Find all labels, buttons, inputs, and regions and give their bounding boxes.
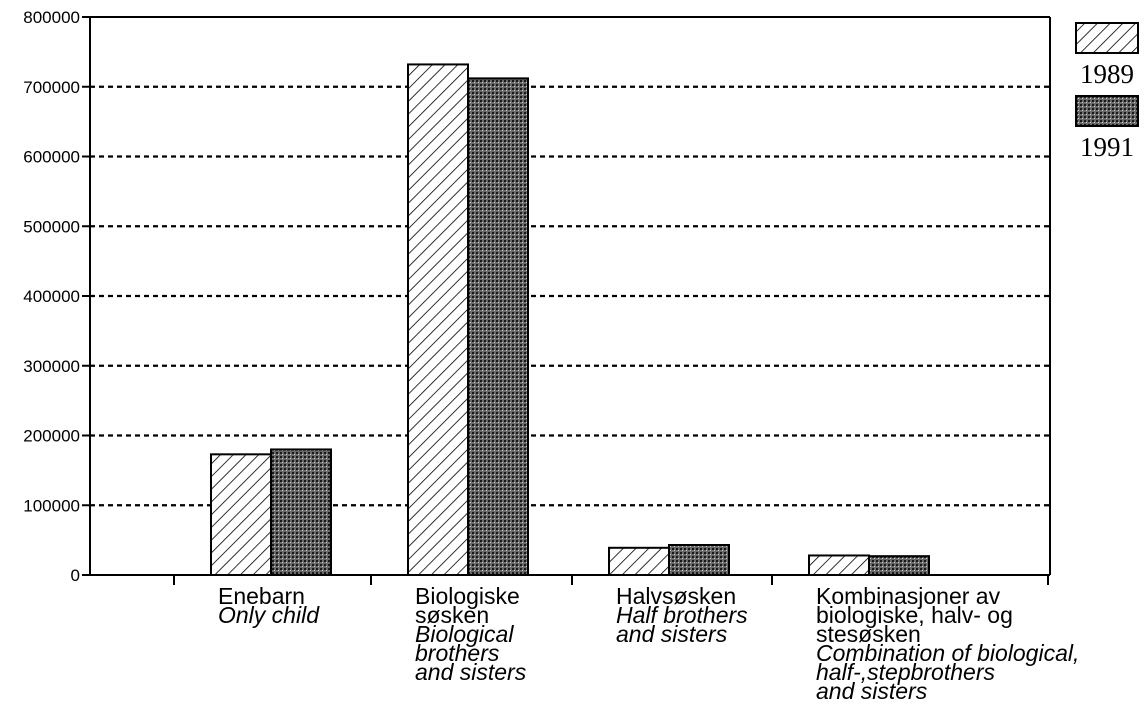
- y-tick-label: 100000: [23, 496, 80, 515]
- bar-1989: [608, 546, 670, 576]
- y-tick-label: 200000: [23, 427, 80, 446]
- category-label-no: Halvsøsken: [616, 583, 736, 609]
- bar-1989: [407, 63, 469, 577]
- category-label-en: Half brothers: [616, 602, 748, 628]
- category-label-en: and sisters: [415, 659, 527, 685]
- category-label-no: søsken: [415, 602, 489, 628]
- y-tick-label: 0: [71, 566, 80, 585]
- category-label-no: Biologiske: [415, 583, 520, 609]
- category-label-en: and sisters: [816, 678, 928, 704]
- category-label-en: brothers: [415, 640, 500, 666]
- y-tick-labels: 0 100000 200000 300000 400000 500000 600000 700…: [23, 8, 80, 585]
- category-label-en: and sisters: [616, 621, 728, 647]
- bar-1991: [868, 555, 930, 576]
- bar-1989: [808, 554, 870, 576]
- category-label-no: stesøsken: [816, 621, 921, 647]
- gridlines: [90, 85, 1050, 507]
- bar-1991: [467, 77, 529, 576]
- bar-1991: [270, 448, 332, 577]
- axes: [82, 16, 1051, 585]
- legend: 1989 1991: [1075, 22, 1139, 162]
- category-label-no: biologiske, halv- og: [816, 602, 1013, 628]
- category-label-en: half-,stepbrothers: [816, 659, 995, 685]
- category-label-no: Kombinasjoner av: [816, 583, 1001, 609]
- category-label-en: Biological: [415, 621, 514, 647]
- y-tick-label: 400000: [23, 287, 80, 306]
- legend-label-1991: 1991: [1080, 132, 1134, 162]
- y-tick-label: 600000: [23, 148, 80, 167]
- category-label-en: Combination of biological,: [816, 640, 1079, 666]
- y-tick-label: 700000: [23, 78, 80, 97]
- legend-swatch-1991: [1075, 95, 1139, 127]
- category-label-en: Only child: [218, 602, 320, 628]
- category-label-no: Enebarn: [218, 583, 305, 609]
- legend-swatch-1989: [1075, 22, 1139, 54]
- bars: [210, 63, 930, 577]
- legend-label-1989: 1989: [1080, 59, 1134, 89]
- y-tick-label: 500000: [23, 217, 80, 236]
- bar-1989: [210, 453, 272, 576]
- bar-1991: [668, 544, 730, 577]
- y-tick-label: 800000: [23, 8, 80, 27]
- y-tick-label: 300000: [23, 357, 80, 376]
